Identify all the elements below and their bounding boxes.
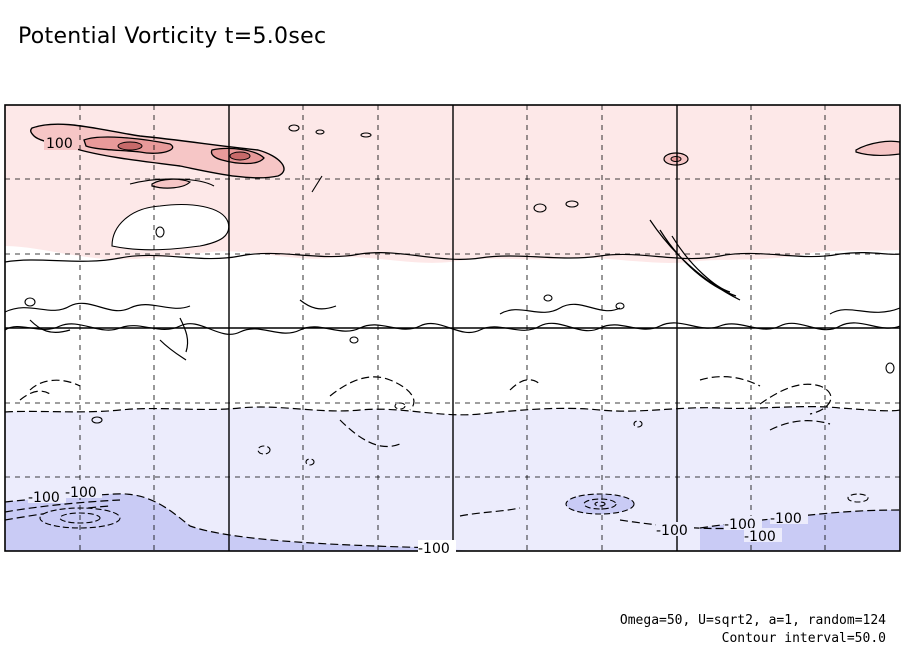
contour-label: -100 xyxy=(770,511,802,527)
vortex-band-lower xyxy=(151,178,192,189)
contour-label: -100 xyxy=(656,523,688,539)
contour-label: -100 xyxy=(28,490,60,506)
white-bubble xyxy=(111,204,230,251)
parameters-text: Omega=50, U=sqrt2, a=1, random=124 xyxy=(619,613,886,628)
vortex-eye-1 xyxy=(117,141,143,151)
contour-label: -100 xyxy=(65,485,97,501)
contour-label: -100 xyxy=(418,541,450,557)
band-negative-deep xyxy=(5,493,480,551)
neg-vortex-center xyxy=(565,493,635,515)
contour-label: 100 xyxy=(46,136,73,152)
chart-title: Potential Vorticity t=5.0sec xyxy=(18,24,327,49)
vortex-edge-right xyxy=(855,140,900,156)
contour-interval-text: Contour interval=50.0 xyxy=(721,631,886,646)
vortex-eye-2 xyxy=(229,151,251,161)
contour-label: -100 xyxy=(744,529,776,545)
